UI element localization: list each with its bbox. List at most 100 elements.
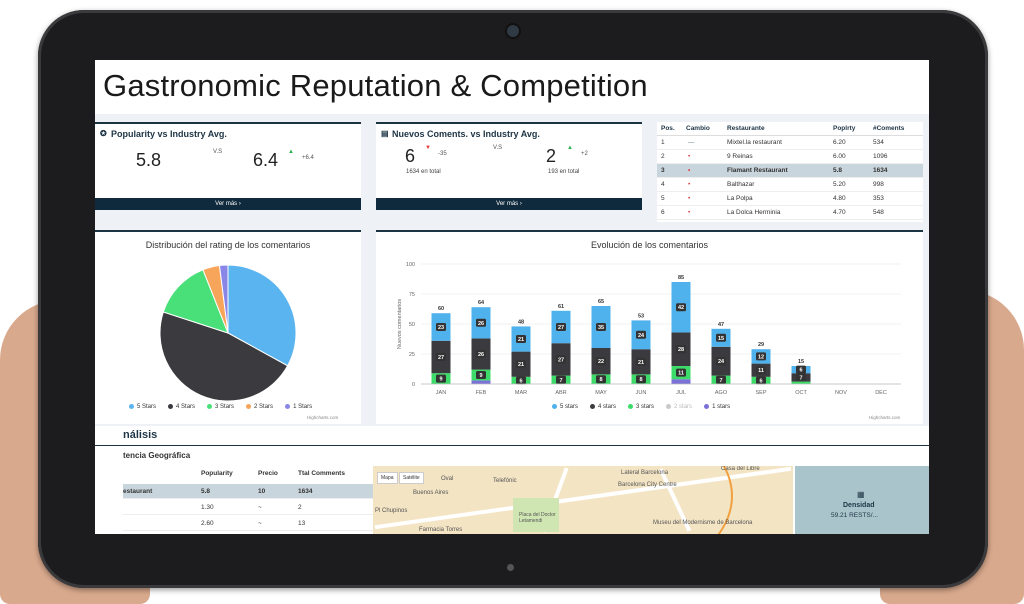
- x-tick-label: ABR: [555, 390, 566, 396]
- popularity-card-icon: ✪: [100, 129, 107, 138]
- bar-legend-item[interactable]: 5 stars: [552, 404, 578, 410]
- ranking-row[interactable]: 4 • Balthazar 5.20 998: [657, 178, 923, 192]
- data-label-bg: [516, 335, 526, 343]
- rank-comments: 353: [873, 195, 884, 202]
- map-tab-mapa[interactable]: Mapa: [377, 472, 398, 484]
- rank-change: •: [688, 209, 691, 216]
- data-label-bg: [556, 323, 566, 331]
- legend-dot: [666, 404, 672, 409]
- analysis-row[interactable]: estaurant 5.8 10 1634: [123, 484, 373, 499]
- analysis-comments: 1634: [298, 488, 313, 495]
- x-tick-label: JUL: [676, 390, 686, 396]
- ranking-row[interactable]: 2 • 9 Reinas 6.00 1096: [657, 150, 923, 164]
- highcharts-credit[interactable]: Highcharts.com: [869, 415, 901, 420]
- pie-slice-3-stars[interactable]: [162, 269, 229, 334]
- data-label: 26: [478, 352, 484, 358]
- highcharts-credit[interactable]: Highcharts.com: [307, 415, 339, 420]
- x-tick-label: NOV: [835, 390, 847, 396]
- analysis-row[interactable]: 1.30 ~2: [123, 500, 373, 515]
- analysis-subtitle: tencia Geográfica: [123, 451, 191, 460]
- comments-ver-mas-button[interactable]: Ver más ›: [376, 198, 642, 210]
- rank-pos: 1: [661, 139, 665, 146]
- data-label: 21: [518, 337, 524, 343]
- legend-dot: [552, 404, 557, 409]
- data-label-bg: [796, 365, 806, 374]
- legend-dot: [207, 404, 213, 409]
- pie-slice-5-stars[interactable]: [227, 264, 297, 367]
- data-label: 6: [519, 378, 522, 384]
- x-tick-label: JUN: [636, 390, 647, 396]
- ver-mas-label: Ver más: [215, 201, 238, 207]
- data-label-bg: [676, 345, 686, 354]
- analysis-price: ~: [258, 504, 262, 511]
- col-cambio: Cambio: [686, 125, 710, 132]
- bar-segment-1-stars[interactable]: [671, 379, 691, 384]
- industry-comments-value: 2: [546, 146, 557, 166]
- y-tick-label: 0: [412, 382, 415, 388]
- legend-label: 1 Stars: [293, 404, 313, 411]
- bar-legend-item[interactable]: 4 stars: [590, 404, 616, 410]
- down-arrow-icon: ▼: [425, 145, 431, 151]
- data-label-bg: [676, 368, 686, 377]
- ranking-row[interactable]: 5 • La Polpa 4.80 353: [657, 192, 923, 206]
- col-popularity: Popularity: [201, 470, 233, 477]
- data-label: 6: [759, 378, 762, 384]
- data-label: 42: [678, 305, 684, 311]
- ranking-header: Pos. Cambio Restaurante Poplrty #Coments: [657, 122, 923, 136]
- analysis-comments: 13: [298, 520, 306, 527]
- data-label-bg: [436, 374, 446, 383]
- bar-segment-1-stars[interactable]: [471, 380, 491, 384]
- legend-label: 5 stars: [560, 404, 579, 411]
- rank-comments: 548: [873, 209, 884, 216]
- data-label-bg: [636, 357, 646, 366]
- bar-chart-title: Evolución de los comentarios: [590, 240, 709, 250]
- pie-legend-item[interactable]: 2 Stars: [246, 404, 273, 410]
- rank-pos: 5: [661, 195, 665, 202]
- analysis-comments: 2: [298, 504, 302, 511]
- x-tick-label: SEP: [755, 390, 766, 396]
- dashboard-screen: Gastronomic Reputation & Competition ✪ P…: [95, 60, 929, 534]
- pie-slice-4-stars[interactable]: [159, 311, 289, 402]
- analysis-row[interactable]: 2.60 ~13: [123, 516, 373, 531]
- y-tick-label: 50: [409, 322, 415, 328]
- plaza-area: [513, 498, 559, 532]
- map-tab-satelite[interactable]: Satélite: [399, 472, 424, 484]
- col-restaurante: Restaurante: [727, 125, 765, 132]
- data-label: 11: [758, 368, 764, 374]
- pie-legend-item[interactable]: 3 Stars: [207, 404, 234, 410]
- pie-legend: 5 Stars 4 Stars 3 Stars 2 Stars 1 Stars: [129, 404, 324, 410]
- density-value: 59.21 RESTS/...: [831, 512, 878, 519]
- bar-legend-item[interactable]: 3 stars: [628, 404, 654, 410]
- bar-legend-item[interactable]: 2 stars: [666, 404, 692, 410]
- bar-total-label: 61: [558, 304, 564, 310]
- pie-legend-item[interactable]: 4 Stars: [168, 404, 195, 410]
- bar-legend-item[interactable]: 1 stars: [704, 404, 730, 410]
- bar-segment-3-stars[interactable]: [791, 381, 811, 384]
- analysis-divider: [95, 445, 929, 446]
- map-label: Lateral Barcelona: [621, 470, 669, 476]
- rank-pos: 4: [661, 181, 665, 188]
- comments-value: 6: [405, 146, 416, 166]
- y-tick-label: 75: [409, 292, 415, 298]
- col-pos: Pos.: [661, 125, 675, 132]
- data-label: 22: [598, 359, 604, 365]
- data-label: 26: [478, 321, 484, 327]
- popularity-ver-mas-button[interactable]: Ver más ›: [95, 198, 361, 210]
- ranking-row[interactable]: 3 • Flamant Restaurant 5.8 1634: [657, 164, 923, 178]
- data-label-bg: [716, 357, 726, 366]
- x-tick-label: DEC: [875, 390, 887, 396]
- pie-legend-item[interactable]: 5 Stars: [129, 404, 156, 410]
- pie-slice-1-stars[interactable]: [218, 264, 229, 334]
- rank-change: •: [688, 153, 691, 160]
- ranking-row[interactable]: 6 • La Dolca Herminia 4.70 548: [657, 206, 923, 220]
- pie-legend-item[interactable]: 1 Stars: [285, 404, 312, 410]
- home-button[interactable]: [507, 564, 514, 571]
- data-label: 27: [438, 355, 444, 361]
- geographic-map[interactable]: Mapa Satélite Oval Telefónic Buenos Aire…: [373, 466, 793, 534]
- ranking-row[interactable]: 1 — Mixtel.la restaurant 6.20 534: [657, 136, 923, 150]
- data-label: 9: [439, 377, 442, 383]
- x-tick-label: AGO: [715, 390, 728, 396]
- industry-popularity-delta: +6.4: [302, 155, 314, 161]
- y-tick-label: 25: [409, 352, 415, 358]
- data-label: 23: [438, 325, 444, 331]
